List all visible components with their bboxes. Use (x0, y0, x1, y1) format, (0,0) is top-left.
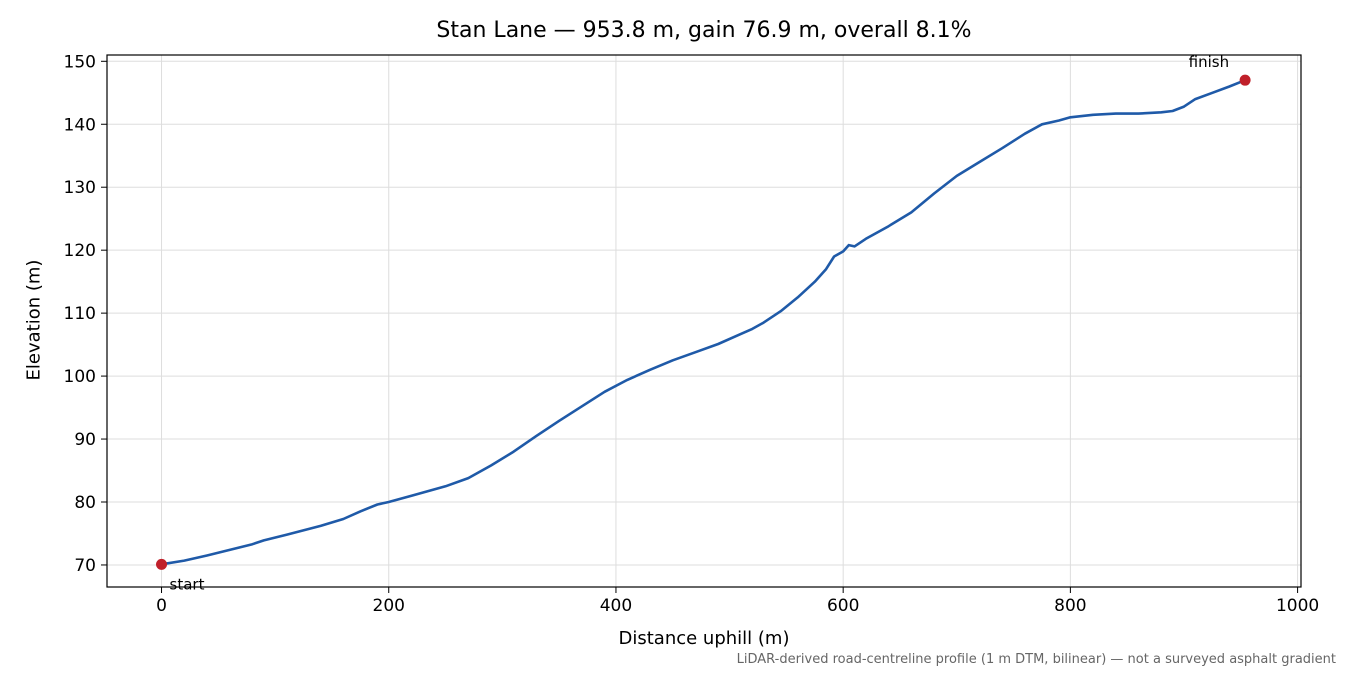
finish-label: finish (1189, 53, 1229, 71)
y-tick-label: 100 (64, 367, 96, 387)
start-marker (156, 558, 168, 570)
x-tick-label: 200 (373, 596, 405, 616)
y-tick-label: 130 (64, 178, 96, 198)
x-axis-label: Distance uphill (m) (618, 628, 790, 649)
finish-marker (1239, 74, 1251, 86)
x-tick-label: 0 (156, 596, 167, 616)
x-tick-label: 800 (1054, 596, 1086, 616)
start-label: start (170, 575, 205, 593)
y-tick-label: 80 (74, 493, 96, 513)
elevation-profile-line (160, 78, 1247, 566)
plot-frame (106, 54, 1302, 588)
chart-title: Stan Lane — 953.8 m, gain 76.9 m, overal… (436, 18, 972, 43)
y-tick-label: 90 (74, 430, 96, 450)
y-tick-label: 70 (74, 556, 96, 576)
y-tick-label: 110 (64, 304, 96, 324)
y-tick-label: 120 (64, 241, 96, 261)
x-tick-label: 600 (827, 596, 859, 616)
x-tick-label: 1000 (1276, 596, 1319, 616)
y-tick-label: 140 (64, 115, 96, 135)
x-tick-label: 400 (600, 596, 632, 616)
source-footnote: LiDAR-derived road-centreline profile (1… (736, 652, 1336, 667)
y-tick-label: 150 (64, 52, 96, 72)
